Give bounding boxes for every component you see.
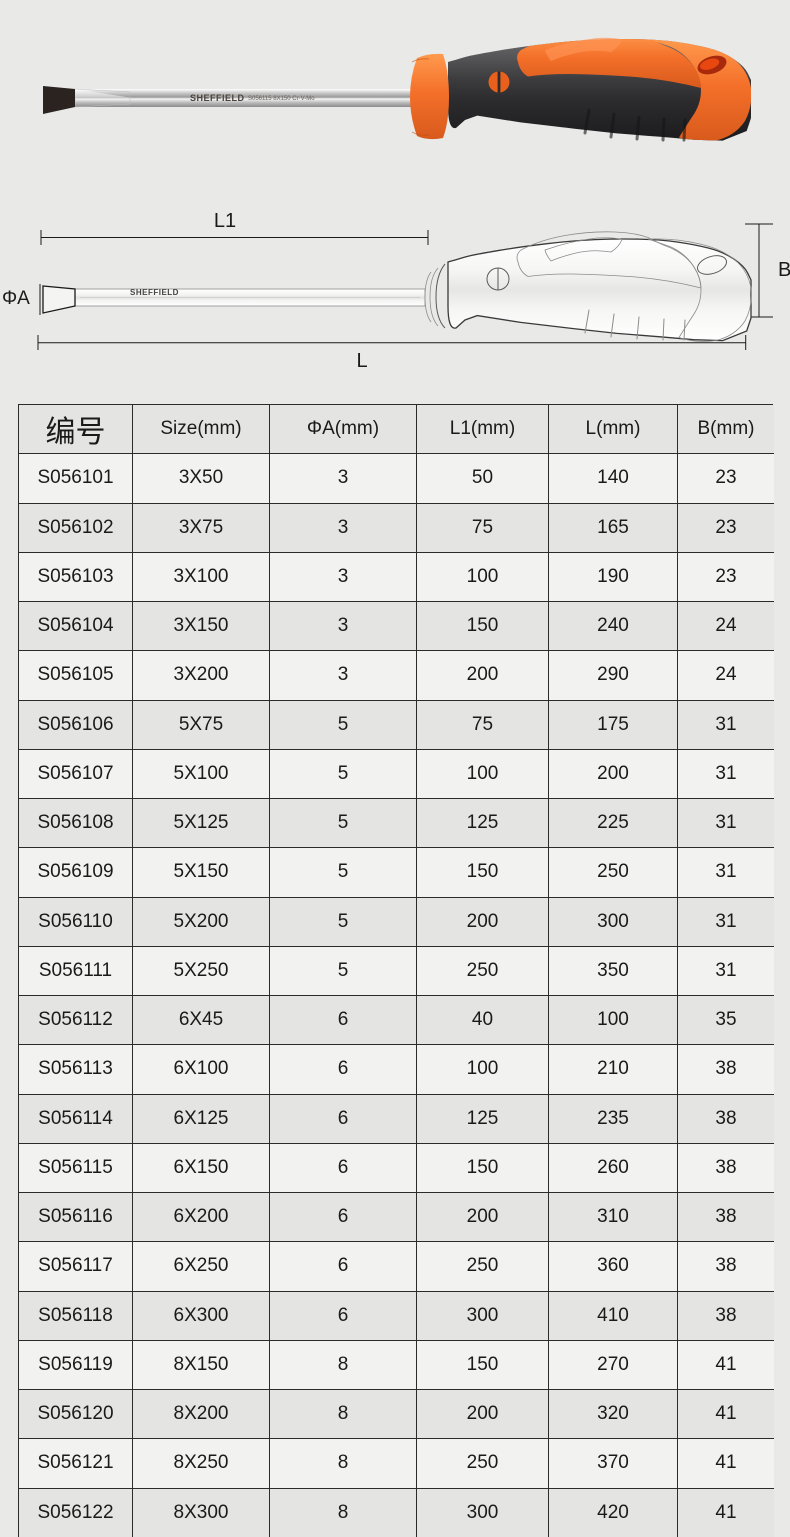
svg-text:L1: L1 xyxy=(214,210,236,232)
svg-text:SHEFFIELD: SHEFFIELD xyxy=(130,288,179,297)
svg-text:L: L xyxy=(356,350,367,372)
svg-text:ΦA: ΦA xyxy=(2,288,30,309)
svg-text:S056115 8X150 Cr·V-Mo: S056115 8X150 Cr·V-Mo xyxy=(248,96,315,102)
svg-text:SHEFFIELD: SHEFFIELD xyxy=(190,93,245,103)
svg-text:B: B xyxy=(778,259,790,281)
